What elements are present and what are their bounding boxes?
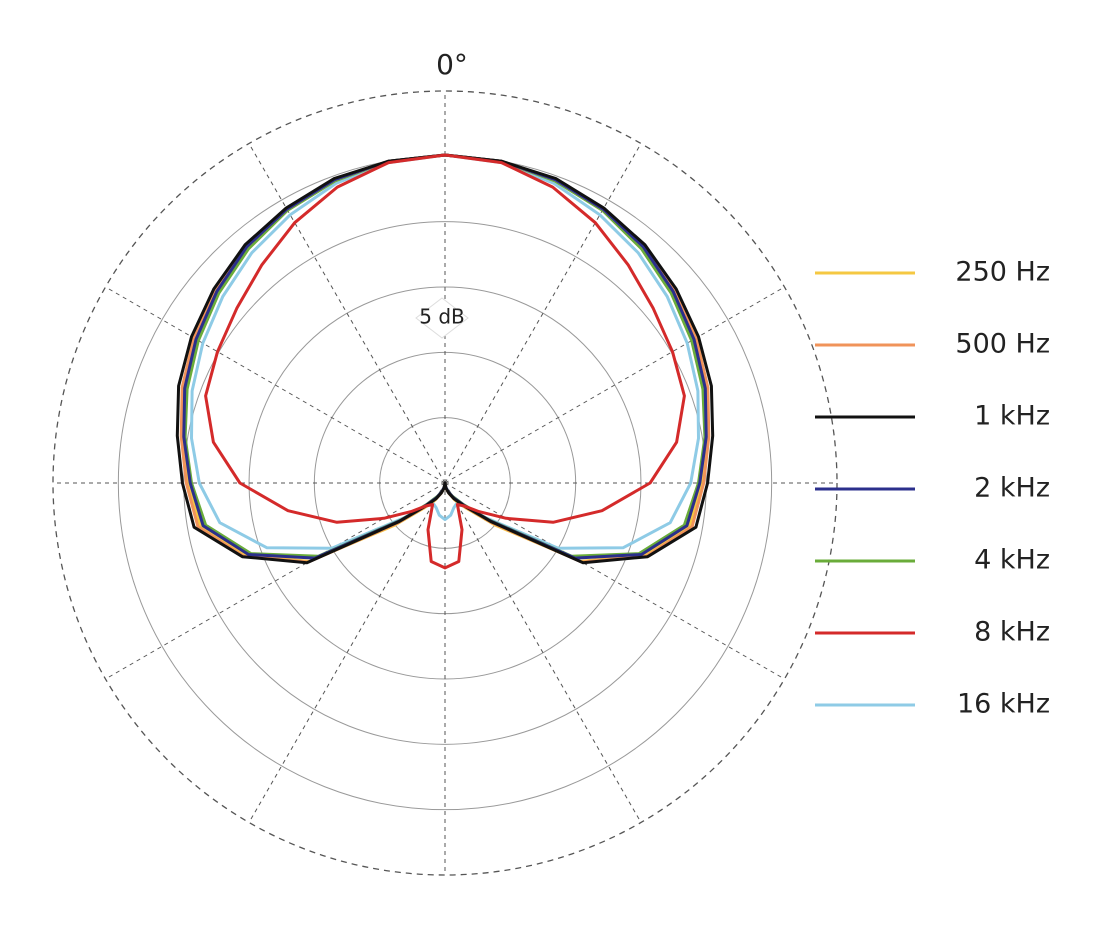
scale-label: 5 dB xyxy=(419,305,465,329)
series-curve xyxy=(204,153,686,570)
legend-label: 8 kHz xyxy=(974,617,1050,648)
legend-label: 500 Hz xyxy=(955,329,1050,360)
grid-spoke xyxy=(444,482,785,680)
legend-label: 1 kHz xyxy=(974,401,1050,432)
legend-label: 16 kHz xyxy=(957,689,1050,720)
grid-spoke xyxy=(444,143,642,484)
legend: 250 Hz 500 Hz 1 kHz 2 kHz 4 kHz 8 kHz 16 kHz xyxy=(815,257,1050,720)
legend-label: 4 kHz xyxy=(974,545,1050,576)
grid-spoke xyxy=(444,482,642,823)
scale-box xyxy=(415,297,469,339)
grid-spoke xyxy=(444,286,785,484)
legend-label: 250 Hz xyxy=(955,257,1050,288)
legend-label: 2 kHz xyxy=(974,473,1050,504)
grid-spoke xyxy=(105,482,446,680)
chart-title: 0° xyxy=(436,48,468,81)
grid-spoke xyxy=(248,482,446,823)
series-curve xyxy=(190,153,700,550)
series-curve xyxy=(175,153,715,565)
curves xyxy=(175,153,715,570)
grid-spoke xyxy=(248,143,446,484)
grid-spoke xyxy=(105,286,446,484)
grid-circle xyxy=(52,90,838,876)
